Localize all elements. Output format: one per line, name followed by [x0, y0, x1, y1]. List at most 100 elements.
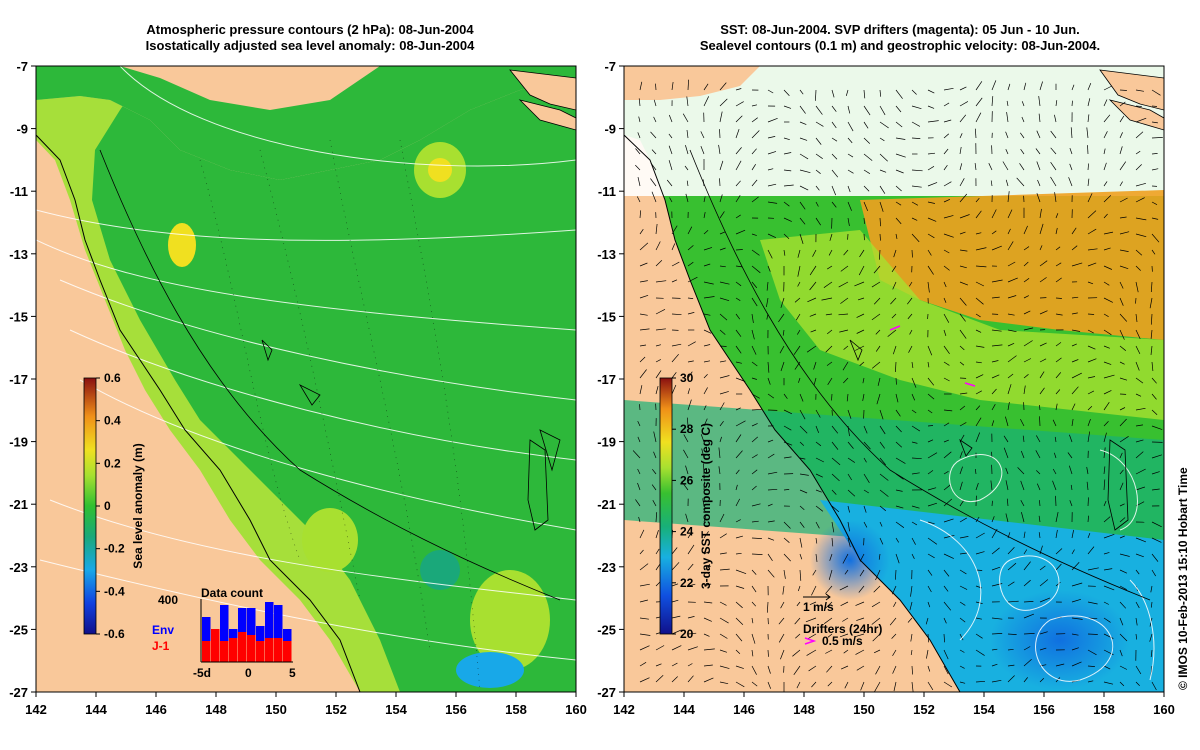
right-axes: 142 144 146 148 150 152 154 156 158 160 -7 -9 -11 -13…	[597, 59, 1175, 717]
velocity-arrow	[975, 532, 985, 539]
velocity-arrow	[975, 482, 979, 491]
velocity-arrow	[863, 473, 870, 483]
velocity-arrow	[1019, 163, 1025, 171]
velocity-arrow	[703, 531, 709, 539]
velocity-arrow	[751, 361, 758, 367]
velocity-arrow	[1038, 532, 1041, 539]
velocity-arrow	[943, 451, 952, 459]
velocity-arrow	[1003, 447, 1009, 459]
velocity-arrow	[892, 345, 897, 355]
inset-j1-bar	[265, 638, 274, 662]
velocity-arrow	[829, 233, 833, 241]
velocity-arrow	[735, 498, 741, 507]
velocity-arrow	[829, 553, 833, 561]
velocity-arrow	[943, 345, 950, 355]
velocity-arrow	[703, 418, 708, 427]
inset-j1-label: J-1	[152, 639, 170, 653]
velocity-arrow	[828, 249, 833, 256]
velocity-arrow	[831, 393, 833, 401]
velocity-arrow	[1103, 99, 1108, 107]
velocity-arrow	[793, 665, 801, 676]
velocity-arrow	[1119, 115, 1125, 123]
velocity-arrow	[839, 329, 849, 333]
velocity-arrow	[927, 521, 935, 525]
velocity-arrow	[1007, 384, 1012, 395]
velocity-arrow	[1071, 100, 1073, 107]
velocity-arrow	[639, 262, 648, 267]
velocity-arrow	[1007, 83, 1011, 91]
velocity-arrow	[895, 169, 904, 174]
velocity-arrow	[1039, 371, 1045, 379]
velocity-arrow	[767, 681, 772, 689]
velocity-arrow	[863, 185, 870, 192]
drifter-tracks	[889, 325, 976, 387]
velocity-arrow	[1135, 164, 1142, 171]
velocity-arrow	[735, 214, 741, 219]
velocity-arrow	[809, 265, 817, 276]
velocity-arrow	[767, 439, 774, 443]
velocity-arrow	[911, 409, 917, 414]
velocity-arrow	[943, 164, 948, 171]
velocity-arrow	[1087, 431, 1091, 443]
velocity-arrow	[815, 521, 820, 529]
velocity-arrow	[735, 649, 741, 655]
velocity-arrow	[751, 601, 757, 607]
velocity-arrow	[1151, 89, 1161, 96]
velocity-arrow	[687, 675, 694, 683]
velocity-arrow	[638, 516, 641, 523]
velocity-arrow	[1119, 681, 1125, 687]
velocity-arrow	[751, 249, 760, 256]
velocity-arrow	[879, 441, 885, 449]
velocity-arrow	[873, 297, 881, 305]
velocity-arrow	[1150, 601, 1153, 608]
velocity-arrow	[959, 405, 966, 411]
velocity-arrow	[831, 457, 841, 466]
y-tick-label: -25	[597, 622, 616, 637]
velocity-arrow	[1119, 649, 1123, 657]
velocity-arrow	[1135, 569, 1140, 575]
velocity-arrow	[959, 114, 967, 123]
velocity-arrow	[893, 249, 897, 258]
velocity-arrow	[991, 500, 993, 507]
velocity-arrow	[1087, 418, 1091, 427]
right-title-line2: Sealevel contours (0.1 m) and geostrophi…	[699, 38, 1101, 53]
velocity-arrow	[1023, 613, 1035, 619]
velocity-arrow	[862, 393, 865, 401]
velocity-arrow	[783, 201, 790, 207]
velocity-arrow	[652, 500, 657, 507]
velocity-arrow	[895, 361, 897, 373]
velocity-arrow	[1036, 483, 1041, 491]
velocity-arrow	[1119, 249, 1129, 252]
velocity-arrow	[1050, 147, 1057, 155]
velocity-arrow	[685, 145, 689, 155]
velocity-arrow	[639, 294, 649, 299]
velocity-arrow	[1119, 665, 1128, 670]
velocity-arrow	[858, 585, 865, 593]
velocity-arrow	[1006, 100, 1009, 107]
velocity-arrow	[831, 137, 838, 142]
velocity-arrow	[780, 649, 785, 660]
velocity-arrow	[1103, 633, 1114, 639]
velocity-arrow	[1135, 131, 1144, 139]
velocity-arrow	[1103, 181, 1108, 187]
velocity-arrow	[943, 633, 945, 643]
velocity-arrow	[655, 386, 659, 395]
velocity-arrow	[831, 441, 839, 450]
velocity-arrow	[873, 585, 881, 593]
velocity-arrow	[1135, 217, 1147, 221]
velocity-arrow	[650, 131, 657, 139]
y-tick-label: -11	[598, 184, 616, 199]
velocity-arrow	[991, 344, 1003, 347]
velocity-arrow	[879, 169, 887, 173]
velocity-arrow	[703, 313, 711, 316]
velocity-arrow	[847, 473, 852, 481]
velocity-arrow	[783, 393, 788, 399]
y-tick-label: -27	[597, 685, 616, 700]
velocity-arrow	[1067, 452, 1073, 459]
velocity-arrow	[719, 402, 725, 411]
velocity-arrow	[635, 164, 641, 171]
velocity-arrow	[799, 553, 803, 560]
velocity-arrow	[815, 409, 821, 418]
velocity-arrow	[991, 374, 1000, 379]
velocity-arrow	[639, 81, 643, 91]
